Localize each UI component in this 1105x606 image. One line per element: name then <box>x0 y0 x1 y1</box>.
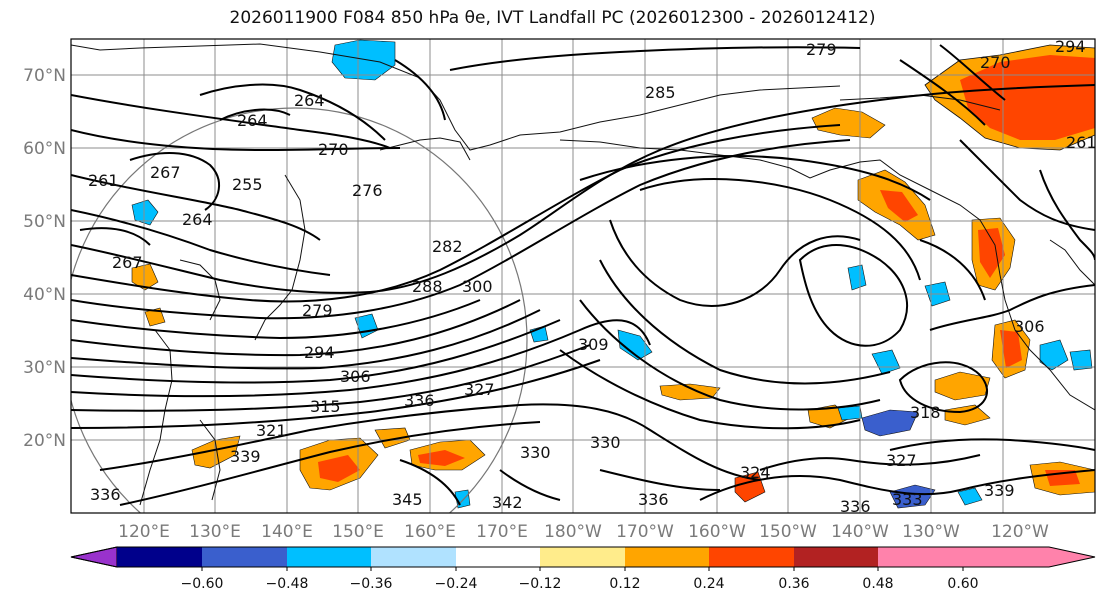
contour-label: 294 <box>304 343 335 362</box>
contour-label: 264 <box>182 210 213 229</box>
contour-label: 339 <box>230 447 261 466</box>
colorbar-tick-label: 0.12 <box>609 576 640 592</box>
contour-label: 342 <box>492 493 523 512</box>
lon-label: 170°E <box>476 522 528 542</box>
contour-label: 315 <box>310 397 341 416</box>
contour-label: 270 <box>318 140 349 159</box>
colorbar-extend-right <box>963 547 1095 567</box>
contour-label: 336 <box>638 490 669 509</box>
graticule <box>71 39 1095 513</box>
lon-label: 160°E <box>404 522 456 542</box>
lon-label: 170°W <box>616 522 674 542</box>
lat-label: 60°N <box>23 139 66 159</box>
contour-label: 279 <box>806 40 837 59</box>
lon-label: 150°W <box>759 522 817 542</box>
colorbar-tick-label: 0.36 <box>778 576 809 592</box>
colorbar-tick-label: −0.24 <box>435 576 478 592</box>
contour-label: 327 <box>464 380 495 399</box>
lat-label: 20°N <box>23 431 66 451</box>
colorbar-segment <box>794 547 878 567</box>
contour-label: 255 <box>232 175 263 194</box>
colorbar-segment <box>287 547 371 567</box>
contour-label: 336 <box>404 391 435 410</box>
contour-label: 336 <box>840 497 871 516</box>
colorbar-segment <box>117 547 202 567</box>
colorbar-tick-label: −0.48 <box>266 576 309 592</box>
contour-label: 267 <box>150 163 181 182</box>
lon-label: 160°W <box>688 522 746 542</box>
contour-label: 336 <box>90 485 121 504</box>
contour-label: 288 <box>412 277 443 296</box>
lat-label: 40°N <box>23 285 66 305</box>
anomaly-shading <box>131 39 1095 509</box>
lon-label: 150°E <box>332 522 384 542</box>
colorbar-segment <box>709 547 794 567</box>
colorbar-tick-label: 0.24 <box>693 576 724 592</box>
latitude-labels: 70°N 60°N 50°N 40°N 30°N 20°N <box>23 66 66 451</box>
colorbar: −0.60 −0.48 −0.36 −0.24 −0.12 0.12 0.24 … <box>70 546 1096 592</box>
colorbar-tick-label: −0.36 <box>350 576 393 592</box>
contour-label: 321 <box>256 421 287 440</box>
contour-label: 279 <box>302 301 333 320</box>
lon-label: 140°E <box>261 522 313 542</box>
contour-label: 264 <box>294 91 325 110</box>
lon-label: 130°E <box>189 522 241 542</box>
contour-label: 282 <box>432 237 463 256</box>
colorbar-segment <box>371 547 456 567</box>
domain-circle <box>71 107 528 513</box>
contour-label: 306 <box>1014 317 1045 336</box>
longitude-labels: 120°E 130°E 140°E 150°E 160°E 170°E 180°… <box>118 522 1049 542</box>
contour-label: 300 <box>462 277 493 296</box>
contour-label: 270 <box>980 53 1011 72</box>
colorbar-tick-label: −0.12 <box>519 576 562 592</box>
contour-label: 330 <box>590 433 621 452</box>
map-frame <box>70 38 1096 514</box>
contour-label: 261 <box>1066 133 1097 152</box>
contour-label: 333 <box>892 490 923 509</box>
contour-label: 330 <box>520 443 551 462</box>
contour-label: 276 <box>352 181 383 200</box>
lon-label: 140°W <box>831 522 889 542</box>
colorbar-segment <box>625 547 709 567</box>
contour-label: 261 <box>88 171 119 190</box>
lon-label: 130°W <box>902 522 960 542</box>
lon-label: 120°W <box>991 522 1049 542</box>
contour-label: 267 <box>112 253 143 272</box>
contour-label: 285 <box>645 83 676 102</box>
lat-label: 30°N <box>23 358 66 378</box>
colorbar-segment <box>540 547 625 567</box>
colorbar-tick-label: 0.48 <box>862 576 893 592</box>
colorbar-segment <box>202 547 287 567</box>
lon-label: 180°W <box>544 522 602 542</box>
contour-label: 294 <box>1055 37 1086 56</box>
map-title: 2026011900 F084 850 hPa θe, IVT Landfall… <box>229 8 876 28</box>
theta-e-contours <box>71 44 1095 506</box>
contour-label: 339 <box>984 481 1015 500</box>
map-panel: 279 264 264 270 276 261 267 255 264 267 … <box>71 37 1097 516</box>
lat-label: 50°N <box>23 212 66 232</box>
contour-labels: 279 264 264 270 276 261 267 255 264 267 … <box>88 37 1097 516</box>
colorbar-segment <box>456 547 540 567</box>
contour-label: 264 <box>237 111 268 130</box>
colorbar-tick-label: 0.60 <box>947 576 978 592</box>
contour-label: 309 <box>578 335 609 354</box>
contour-label: 345 <box>392 490 423 509</box>
colorbar-tick-label: −0.60 <box>181 576 224 592</box>
colorbar-segment <box>878 547 963 567</box>
colorbar-extend-left <box>70 546 118 568</box>
contour-label: 324 <box>740 463 771 482</box>
contour-label: 318 <box>910 403 941 422</box>
contour-label: 327 <box>886 451 917 470</box>
contour-label: 306 <box>340 367 371 386</box>
lon-label: 120°E <box>118 522 170 542</box>
lat-label: 70°N <box>23 66 66 86</box>
